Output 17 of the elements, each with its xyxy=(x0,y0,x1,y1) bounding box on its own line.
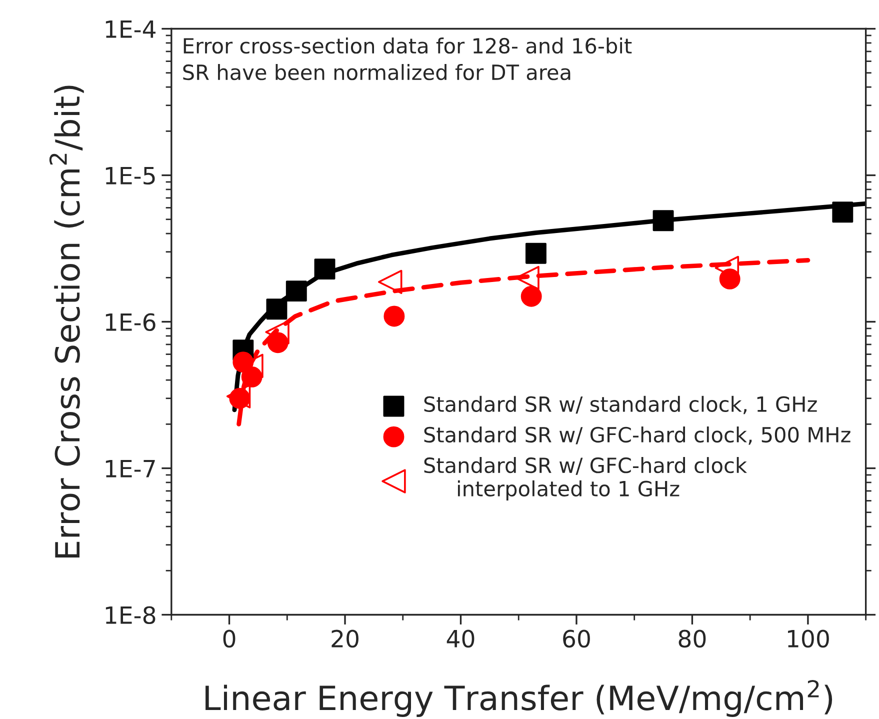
x-tick-label: 20 xyxy=(332,630,358,648)
x-tick-label: 0 xyxy=(223,630,236,648)
y-tick-label: 1E-8 xyxy=(106,606,156,624)
annotation: Error cross-section data for 128- and 16-bit SR have been normalized for DT area xyxy=(183,38,632,80)
x-tick-label: 60 xyxy=(563,630,590,648)
x-tick-label: 40 xyxy=(446,630,474,648)
legend-label: Standard SR w/ standard clock, 1 GHz xyxy=(424,396,817,414)
x-tick-label: 80 xyxy=(678,630,706,648)
legend-label: Standard SR w/ GFC-hard clock, 500 MHz xyxy=(424,426,850,445)
y-tick-label: 1E-6 xyxy=(106,313,156,332)
y-tick-label: 1E-5 xyxy=(106,167,155,185)
legend-label: Standard SR w/ GFC-hard clock interpolated to 1 GHz xyxy=(424,457,747,501)
y-tick-label: 1E-7 xyxy=(106,460,155,478)
x-tick-label: 100 xyxy=(788,630,829,648)
y-tick-label: 1E-4 xyxy=(106,20,156,38)
y-axis-title: Error Cross Section (cm$^{2}$/bit) xyxy=(49,86,84,558)
x-axis-title: Linear Energy Transfer (MeV/mg/cm$^{2}$) xyxy=(206,680,832,717)
